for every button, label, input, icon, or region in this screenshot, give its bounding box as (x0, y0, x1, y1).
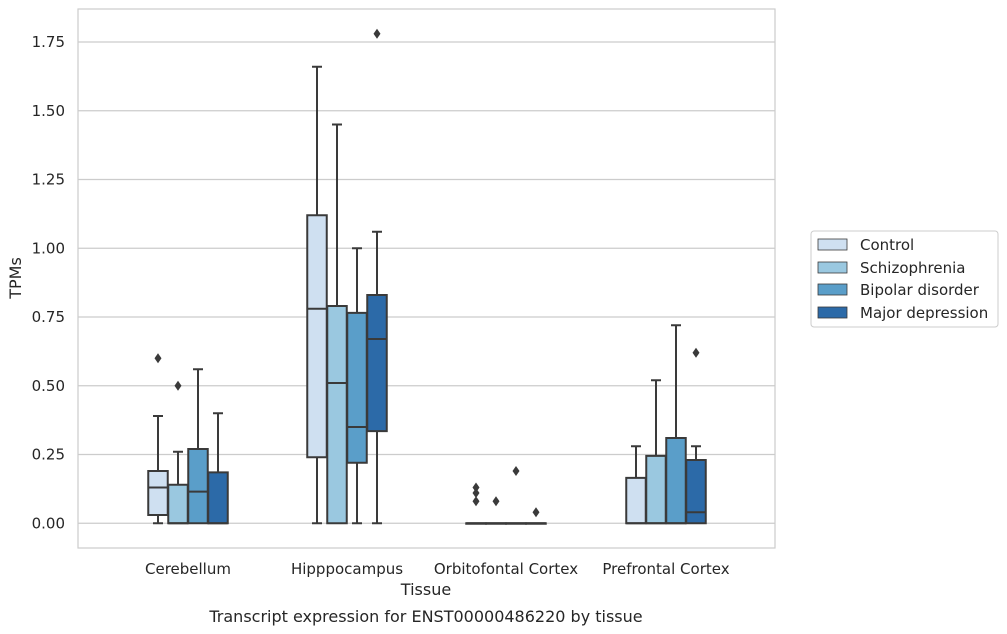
box-iqr (147, 470, 169, 516)
box-element (207, 412, 229, 525)
box-element (167, 380, 189, 525)
x-axis-ticks: Cerebellum Hipppocampus Orbitofontal Corte… (145, 560, 730, 578)
y-tick-label: 0.00 (32, 514, 65, 532)
box-iqr (326, 305, 348, 525)
box-iqr (625, 476, 647, 525)
outlier-point (492, 496, 500, 507)
outlier-point (154, 353, 162, 364)
legend-label-control: Control (860, 236, 914, 254)
y-tick-label: 0.25 (32, 446, 65, 464)
legend-item-major-depression: Major depression (817, 304, 988, 322)
x-tick-label: Hipppocampus (291, 560, 403, 578)
legend-item-schizophrenia: Schizophrenia (817, 259, 965, 277)
outlier-point (174, 380, 182, 391)
legend-swatch-major-depression (817, 306, 848, 319)
box-element (346, 247, 368, 525)
y-tick-label: 1.75 (32, 33, 65, 51)
outlier-point (472, 488, 480, 498)
x-tick-label: Prefrontal Cortex (602, 560, 729, 578)
legend-item-bipolar-disorder: Bipolar disorder (817, 281, 980, 299)
legend-label-major-depression: Major depression (860, 304, 988, 322)
y-axis-ticks: 0.00 0.25 0.50 0.75 1.00 1.25 1.50 1.75 (32, 33, 65, 532)
box-iqr (685, 459, 707, 525)
legend-swatch-bipolar-disorder (817, 283, 848, 296)
plot-area-frame (77, 8, 776, 549)
legend: Control Schizophrenia Bipolar disorder M… (810, 230, 999, 328)
y-tick-label: 1.25 (32, 171, 65, 189)
legend-frame (810, 230, 999, 328)
legend-swatch-control (817, 238, 848, 251)
y-tick-label: 1.00 (32, 239, 65, 257)
box-iqr (645, 454, 667, 525)
box-iqr (306, 214, 328, 459)
box-element (306, 65, 328, 525)
legend-label-schizophrenia: Schizophrenia (860, 259, 965, 277)
box-element (505, 466, 527, 525)
box-element (485, 496, 507, 525)
series-control (147, 65, 647, 525)
box-element (645, 379, 667, 525)
box-iqr (187, 448, 209, 525)
outlier-point (692, 347, 700, 358)
x-tick-label: Cerebellum (145, 560, 231, 578)
box-element (525, 507, 547, 525)
series-major-depression (207, 28, 707, 525)
y-tick-label: 0.50 (32, 377, 65, 395)
x-axis-label: Tissue (400, 580, 451, 599)
box-iqr (207, 471, 229, 525)
legend-swatch-schizophrenia (817, 261, 848, 274)
legend-label-bipolar-disorder: Bipolar disorder (860, 281, 980, 299)
outlier-point (472, 482, 480, 493)
y-axis-label: TPMs (6, 257, 25, 300)
legend-item-control: Control (817, 236, 914, 254)
box-element (665, 324, 687, 525)
box-element (326, 123, 348, 525)
outlier-point (373, 28, 381, 39)
box-element (625, 445, 647, 525)
x-tick-label: Orbitofontal Cortex (434, 560, 578, 578)
box-element (147, 353, 169, 525)
box-series (147, 28, 707, 525)
box-iqr (167, 483, 189, 525)
y-tick-label: 0.75 (32, 308, 65, 326)
box-element (465, 482, 487, 525)
box-iqr (346, 311, 368, 464)
series-bipolar-disorder (187, 247, 687, 525)
chart-caption: Transcript expression for ENST0000048622… (208, 607, 642, 626)
box-element (187, 368, 209, 525)
box-element (685, 347, 707, 525)
box-iqr (665, 437, 687, 525)
outlier-point (472, 496, 480, 507)
outlier-point (532, 507, 540, 518)
y-tick-label: 1.50 (32, 102, 65, 120)
box-element (366, 28, 388, 525)
series-schizophrenia (167, 123, 667, 525)
box-iqr (366, 294, 388, 433)
outlier-point (512, 466, 520, 476)
